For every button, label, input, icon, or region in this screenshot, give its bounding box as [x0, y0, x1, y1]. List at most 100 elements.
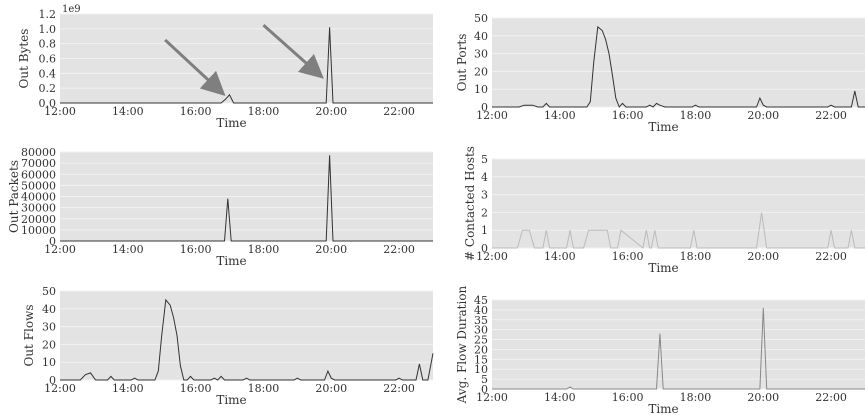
chart-panel-1: 0.0 0.2 0.40.6 0.8 1.0 1.2 12:00 14:00 16:00 18:0…	[17, 4, 433, 130]
x-tick-label: 22:00	[815, 250, 847, 263]
x-tick-label: 12:00	[44, 105, 76, 118]
x-tick-label: 16:00	[180, 382, 212, 395]
x-tick-label: 20:00	[315, 382, 347, 395]
x-tick-label: 22:00	[815, 391, 847, 404]
y-tick-label: 15	[474, 353, 488, 366]
y-tick-label: 50	[474, 12, 488, 25]
x-tick-label: 20:00	[747, 250, 779, 263]
series-line	[492, 307, 865, 390]
y-tick-label: 10	[474, 363, 488, 376]
y-tick-label: 40	[474, 30, 488, 43]
chart-panel-2: 0 10 20 30 40 50 12:00 14:00 16:00 18:00 20:00 22:0…	[455, 12, 865, 134]
y-tick-label: 10	[42, 356, 56, 369]
x-tick-label: 14:00	[112, 243, 144, 256]
y-tick-label: 2	[481, 206, 488, 219]
y-tick-label: 80000	[21, 146, 56, 159]
x-tick-label: 16:00	[612, 109, 644, 122]
x-tick-label: 14:00	[544, 109, 576, 122]
x-tick-label: 18:00	[248, 105, 280, 118]
x-tick-label: 16:00	[180, 243, 212, 256]
y-tick-label: 40000	[21, 191, 56, 204]
x-tick-label: 22:00	[383, 243, 415, 256]
y-tick-label: 1.0	[39, 23, 57, 36]
y-tick-label: 4	[481, 171, 488, 184]
y-tick-label: 20	[474, 343, 488, 356]
y-tick-label: 30	[474, 48, 488, 61]
y-tick-label: 50	[42, 285, 56, 298]
series-line	[492, 25, 865, 108]
y-axis-label: Out Flows	[22, 304, 36, 366]
y-axis-label: # Contacted Hosts	[463, 146, 477, 261]
x-tick-label: 18:00	[248, 382, 280, 395]
y-tick-label: 40	[42, 303, 56, 316]
y-tick-label: 20000	[21, 213, 56, 226]
y-tick-label: 1.2	[39, 8, 57, 21]
x-axis-label: Time	[216, 393, 246, 407]
x-tick-label: 22:00	[383, 382, 415, 395]
x-tick-label: 12:00	[476, 109, 508, 122]
series-line	[60, 27, 433, 104]
y-tick-label: 5	[481, 153, 488, 166]
x-tick-label: 18:00	[680, 250, 712, 263]
y-tick-label: 40	[474, 304, 488, 317]
y-tick-label: 30000	[21, 202, 56, 215]
y-axis-label: Out Packets	[7, 160, 21, 233]
plot-area	[492, 300, 865, 389]
x-tick-label: 16:00	[180, 105, 212, 118]
y-tick-label: 10	[474, 83, 488, 96]
y-tick-label: 30	[42, 321, 56, 334]
x-tick-label: 20:00	[747, 109, 779, 122]
series-line	[492, 212, 865, 249]
y-axis-label: Out Ports	[455, 34, 469, 92]
chart-panel-3: 0100002000030000400005000060000700008000…	[7, 146, 433, 268]
x-axis-label: Time	[648, 261, 678, 275]
y-tick-label: 20	[42, 338, 56, 351]
y-tick-label: 0.2	[39, 82, 57, 95]
chart-panel-5: 0 10 20 30 40 50 12:00 14:00 16:00 18:00 20:00 22:0…	[22, 285, 434, 407]
y-tick-label: 10000	[21, 224, 56, 237]
y-tick-label: 25	[474, 334, 488, 347]
y-tick-label: 0.4	[39, 67, 57, 80]
y-tick-label: 50000	[21, 179, 56, 192]
x-tick-label: 18:00	[680, 109, 712, 122]
y-tick-label: 3	[481, 189, 488, 202]
y-tick-label: 35	[474, 314, 488, 327]
y-tick-label: 1	[481, 224, 488, 237]
y-tick-label: 0.0	[39, 97, 57, 110]
y-axis-label: Out Bytes	[17, 29, 31, 89]
plot-area	[492, 18, 865, 107]
chart-panel-4: 0 1 2 3 4 5 12:00 14:00 16:00 18:00 20:00 22:00 Time…	[463, 146, 865, 275]
x-tick-label: 12:00	[476, 250, 508, 263]
x-tick-label: 16:00	[612, 391, 644, 404]
y-tick-label: 0.8	[39, 38, 57, 51]
y-axis-label: Avg. Flow Duration	[455, 285, 469, 404]
x-tick-label: 20:00	[747, 391, 779, 404]
x-tick-label: 18:00	[248, 243, 280, 256]
x-tick-label: 12:00	[44, 243, 76, 256]
annotation-arrow	[164, 38, 226, 96]
y-tick-label: 0.6	[39, 53, 57, 66]
axis-multiplier: 1e9	[62, 4, 81, 15]
annotation-arrow	[262, 24, 324, 79]
series-line	[60, 155, 433, 242]
y-tick-label: 5	[481, 373, 488, 386]
x-axis-label: Time	[216, 116, 246, 130]
x-tick-label: 22:00	[383, 105, 415, 118]
x-tick-label: 14:00	[544, 250, 576, 263]
x-tick-label: 18:00	[680, 391, 712, 404]
y-tick-label: 30	[474, 324, 488, 337]
y-tick-label: 0	[481, 242, 488, 255]
y-tick-label: 0	[49, 235, 56, 248]
y-tick-label: 45	[474, 294, 488, 307]
x-tick-label: 14:00	[544, 391, 576, 404]
y-tick-label: 0	[49, 374, 56, 387]
x-tick-label: 14:00	[112, 382, 144, 395]
y-tick-label: 70000	[21, 157, 56, 170]
x-axis-label: Time	[648, 402, 678, 415]
x-tick-label: 16:00	[612, 250, 644, 263]
y-tick-label: 0	[481, 383, 488, 396]
y-tick-label: 0	[481, 101, 488, 114]
x-tick-label: 12:00	[476, 391, 508, 404]
